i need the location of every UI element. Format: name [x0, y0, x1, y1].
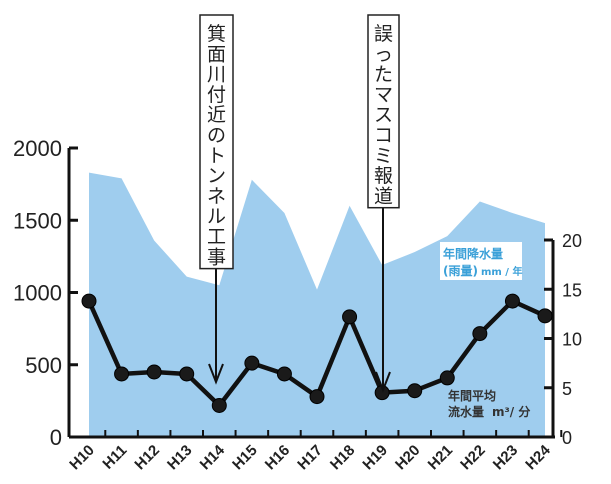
x-tick-label: H17: [294, 442, 325, 473]
flow-point-H20: [407, 383, 423, 399]
x-tick-label: H24: [522, 441, 554, 473]
rain-legend-bg: [440, 242, 522, 280]
left-tick-label: 500: [25, 353, 62, 378]
annotation-char: の: [207, 125, 226, 147]
right-tick-label: 15: [562, 280, 582, 300]
annotations: 箕面川付近のトンネル工事 誤ったマスコミ報道: [199, 14, 400, 393]
right-tick-label: 5: [562, 379, 572, 399]
flow-legend-line2: 流水量 m³/ 分: [448, 404, 530, 419]
annotation-text: 誤ったマスコミ報道: [374, 23, 393, 207]
annotation-char: ス: [374, 104, 393, 126]
annotation-char: 誤: [374, 23, 393, 45]
rainfall-area: [89, 172, 545, 437]
x-tick-label: H22: [457, 442, 488, 473]
rain-legend-paren: (雨量): [443, 264, 478, 278]
annotation-box: [367, 14, 400, 209]
left-tick-label: 1500: [13, 208, 62, 233]
x-tick-label: H12: [131, 442, 162, 473]
flow-point-H24: [537, 308, 553, 324]
x-tick-label: H13: [164, 442, 195, 473]
annotation-char: 工: [207, 226, 226, 248]
x-tick-label: H10: [66, 442, 97, 473]
flow-point-H14: [211, 397, 227, 413]
flow-legend-unit: m³/ 分: [492, 404, 530, 419]
annotation-text: 箕面川付近のトンネル工事: [207, 23, 226, 268]
rain-legend-unit: mm / 年: [481, 265, 522, 278]
flow-point-H15: [244, 355, 260, 371]
x-tick-label: H15: [229, 442, 260, 473]
flow-point-H23: [504, 293, 520, 309]
flow-point-H18: [342, 309, 358, 325]
annotation-char: 道: [374, 185, 393, 207]
annotation-char: 報: [374, 165, 393, 187]
flow-point-H21: [439, 370, 455, 386]
flow-line-layer: [81, 293, 553, 413]
left-tick-label: 1000: [13, 281, 62, 306]
annotation-char: ネ: [207, 185, 226, 207]
flow-point-H17: [309, 389, 325, 405]
x-tick-label: H11: [99, 442, 130, 473]
rain-legend-line1: 年間降水量: [443, 246, 503, 261]
x-tick-label: H14: [197, 441, 229, 473]
flow-point-H22: [472, 326, 488, 342]
annotation-char: 近: [207, 104, 226, 126]
annotation-char: 事: [207, 246, 226, 268]
annotation-media-report: 誤ったマスコミ報道: [367, 14, 400, 393]
annotation-char: コ: [374, 125, 393, 147]
arrow-head-icon: [208, 363, 224, 385]
annotation-char: 箕: [207, 23, 226, 45]
annotation-char: ル: [207, 206, 226, 228]
x-tick-label: H20: [392, 442, 423, 473]
x-tick-label: H23: [490, 442, 521, 473]
annotation-char: た: [374, 64, 393, 86]
flow-point-H13: [179, 366, 195, 382]
annotation-char: ミ: [374, 145, 393, 167]
annotation-char: っ: [374, 43, 393, 65]
right-tick-label: 20: [562, 231, 582, 251]
rainfall-area-layer: [88, 172, 546, 437]
flow-legend: 年間平均 流水量 m³/ 分: [448, 388, 530, 419]
annotation-box: [199, 14, 234, 270]
x-tick-label: H21: [425, 442, 456, 473]
flow-legend-line1: 年間平均: [448, 388, 496, 403]
annotation-char: マ: [374, 84, 393, 106]
annotation-tunnel-work: 箕面川付近のトンネル工事: [199, 14, 234, 385]
arrow-head-icon: [375, 371, 391, 393]
rain-legend: 年間降水量 (雨量) mm / 年: [440, 242, 522, 280]
flow-point-H16: [276, 366, 292, 382]
x-tick-label: H16: [262, 442, 293, 473]
flow-point-H11: [114, 366, 130, 382]
right-tick-label: 10: [562, 330, 582, 350]
left-tick-label: 2000: [13, 136, 62, 161]
x-tick-label: H19: [359, 442, 390, 473]
annotation-char: ン: [207, 165, 226, 187]
right-tick-label: 0: [562, 428, 572, 448]
flow-point-H10: [81, 293, 97, 309]
left-tick-label: 0: [50, 425, 62, 450]
rain-legend-line2: (雨量) mm / 年: [443, 264, 522, 278]
annotation-char: ト: [207, 145, 226, 167]
x-tick-label: H18: [327, 442, 358, 473]
flow-point-H12: [146, 364, 162, 380]
annotation-char: 川: [207, 64, 226, 86]
annotation-char: 付: [207, 84, 226, 106]
annotation-char: 面: [207, 43, 226, 65]
flow-legend-label: 流水量: [448, 404, 484, 419]
